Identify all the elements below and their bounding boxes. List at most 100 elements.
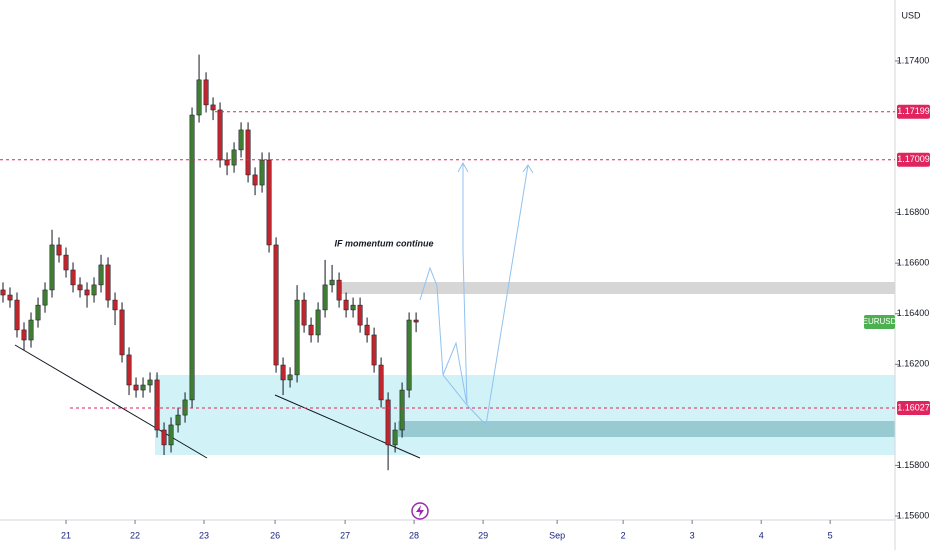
x-tick-label: Sep — [549, 530, 565, 540]
candle-body — [378, 364, 384, 401]
candle-body — [112, 299, 118, 311]
candle-body — [0, 289, 6, 296]
candle-body — [413, 319, 419, 323]
candle-body — [364, 324, 370, 336]
candle-body — [301, 299, 307, 326]
candle-body — [245, 129, 251, 176]
candle-body — [203, 79, 209, 106]
x-tick-label: 21 — [61, 530, 71, 540]
y-tick-label: 1.16400 — [897, 308, 930, 318]
currency-label: USD — [901, 10, 921, 20]
candle-body — [189, 114, 195, 401]
price-level-box — [897, 104, 930, 119]
x-tick-label: 29 — [478, 530, 488, 540]
candle-body — [7, 294, 13, 301]
candle-body — [406, 319, 412, 391]
candle-body — [175, 414, 181, 426]
price-level-box — [897, 152, 930, 167]
projection-arrow — [522, 164, 534, 174]
x-tick-label: 22 — [130, 530, 140, 540]
projection-path — [442, 164, 529, 427]
candle-body — [287, 374, 293, 381]
y-tick-label: 1.16800 — [897, 207, 930, 217]
x-tick-label: 4 — [759, 530, 764, 540]
candle-body — [91, 284, 97, 296]
x-tick-label: 23 — [199, 530, 209, 540]
candle-body — [259, 159, 265, 186]
y-tick-label: 1.15800 — [897, 460, 930, 470]
x-tick-label: 3 — [690, 530, 695, 540]
symbol-box — [864, 315, 895, 330]
candle-body — [21, 329, 27, 341]
x-tick-label: 5 — [828, 530, 833, 540]
price-level-label: 1.17199 — [897, 106, 930, 116]
plot — [0, 54, 419, 471]
projection-path — [419, 163, 468, 406]
candle-body — [357, 304, 363, 326]
x-tick-label: 27 — [340, 530, 350, 540]
candle-body — [329, 279, 335, 286]
candle-body — [98, 264, 104, 286]
candle-body — [343, 299, 349, 311]
candle-body — [315, 309, 321, 336]
candle-body — [182, 399, 188, 416]
candle-body — [126, 354, 132, 386]
x-tick-label: 28 — [409, 530, 419, 540]
candle-body — [49, 244, 55, 291]
candle-body — [168, 424, 174, 446]
candle-body — [350, 304, 356, 311]
candle-body — [105, 264, 111, 301]
candle-body — [14, 299, 20, 331]
y-tick-label: 1.15600 — [897, 510, 930, 520]
candle-body — [28, 319, 34, 341]
candle-body — [35, 304, 41, 321]
candle-body — [210, 104, 216, 111]
candle-body — [308, 324, 314, 336]
candle-body — [147, 379, 153, 386]
price-level-label: 1.17009 — [897, 154, 930, 164]
candle-body — [273, 244, 279, 366]
candle-body — [161, 429, 167, 446]
price-level-label: 1.16027 — [897, 402, 930, 412]
supply-zone — [340, 282, 895, 294]
candle-body — [336, 279, 342, 301]
symbol-label: EURUSD — [863, 317, 897, 326]
candle-body — [266, 159, 272, 246]
trendline — [14, 344, 208, 459]
candle-body — [140, 384, 146, 391]
candle-body — [371, 334, 377, 366]
candle-body — [133, 384, 139, 391]
y-tick-label: 1.17400 — [897, 55, 930, 65]
candle-body — [70, 269, 76, 286]
x-tick-label: 26 — [270, 530, 280, 540]
demand-zone — [155, 375, 895, 455]
event-bolt — [416, 505, 424, 517]
trendline — [274, 394, 421, 459]
inner-zone — [398, 421, 895, 437]
candle-body — [217, 109, 223, 161]
candle-body — [119, 309, 125, 356]
candle-body — [399, 389, 405, 431]
y-tick-label: 1.16600 — [897, 258, 930, 268]
candle-body — [196, 79, 202, 116]
candle-body — [385, 399, 391, 446]
y-tick-label: 1.16200 — [897, 359, 930, 369]
candle-body — [392, 429, 398, 446]
candle-body — [238, 129, 244, 151]
candle-body — [252, 174, 258, 186]
x-tick-label: 2 — [621, 530, 626, 540]
candle-body — [231, 149, 237, 166]
candle-body — [56, 244, 62, 256]
candle-body — [42, 289, 48, 306]
candle-body — [322, 284, 328, 311]
candle-body — [63, 254, 69, 271]
candle-body — [280, 364, 286, 381]
candle-body — [224, 159, 230, 166]
candle-body — [154, 379, 160, 431]
annotation: IF momentum continue — [335, 238, 434, 248]
price-level-box — [897, 401, 930, 416]
candle-body — [294, 299, 300, 376]
projection-arrow — [457, 161, 469, 173]
